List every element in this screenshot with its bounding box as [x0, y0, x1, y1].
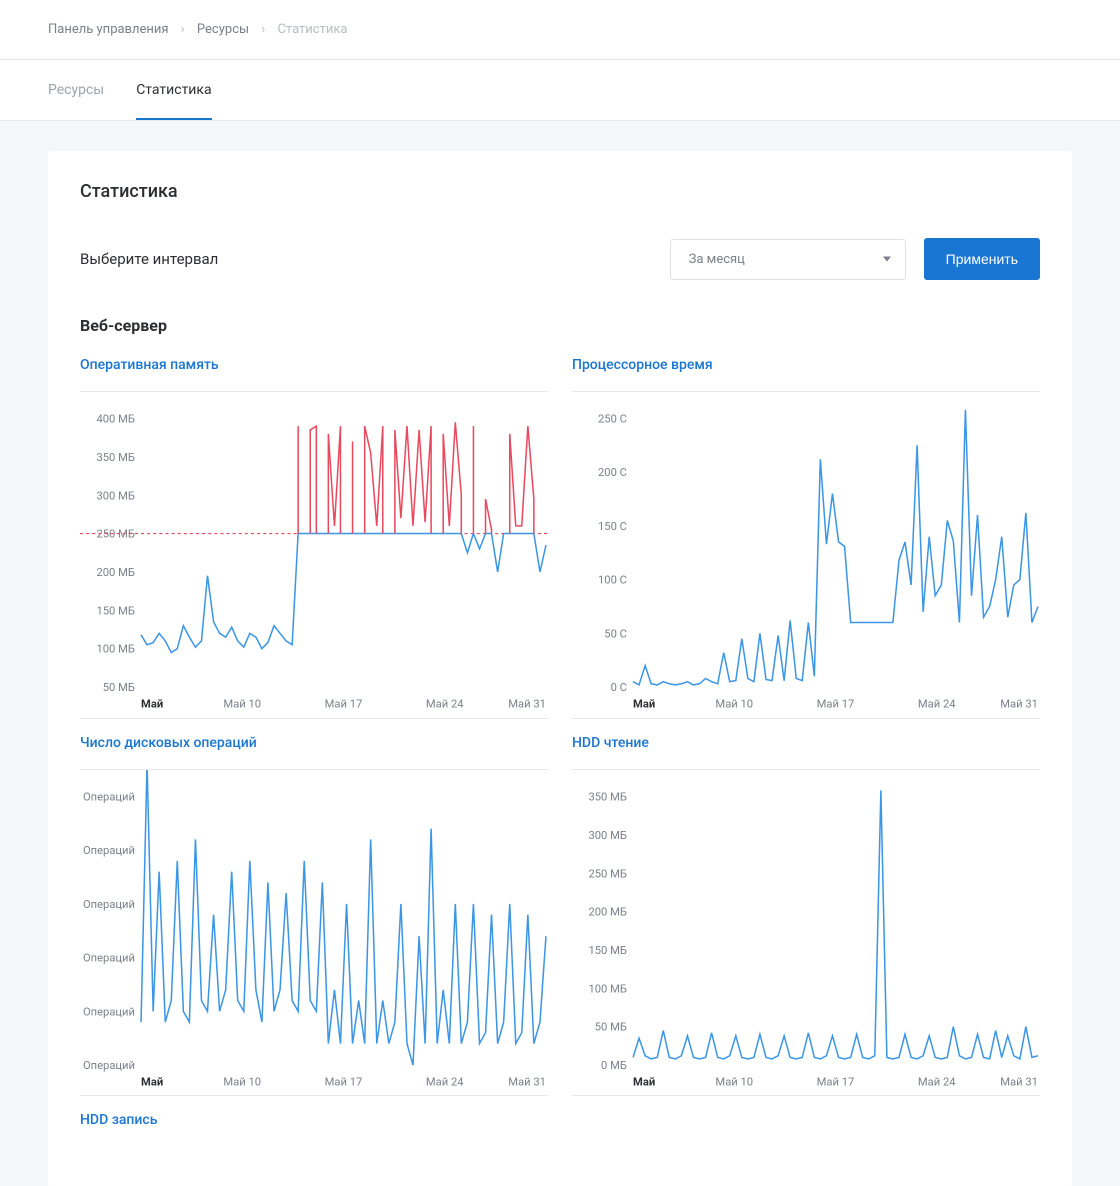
svg-text:Май 31: Май 31 — [508, 697, 546, 710]
svg-text:0 Операций: 0 Операций — [80, 1059, 135, 1072]
svg-text:Май 17: Май 17 — [817, 1075, 855, 1088]
tab-statistics[interactable]: Статистика — [136, 60, 211, 120]
svg-text:100 МБ: 100 МБ — [588, 982, 626, 995]
chart-hdd-read: 0 МБ 50 МБ 100 МБ 150 МБ 200 МБ 250 МБ 300 МБ 3… — [572, 769, 1040, 1097]
section-title-webserver: Веб-сервер — [80, 316, 1040, 335]
svg-text:Май 24: Май 24 — [918, 697, 956, 710]
chart-ram: 50 МБ 100 МБ 150 МБ 200 МБ 250 МБ 300 МБ 350 М… — [80, 391, 548, 719]
svg-text:250 С: 250 С — [598, 413, 627, 426]
svg-text:50 МБ: 50 МБ — [103, 681, 135, 694]
svg-text:Май 24: Май 24 — [918, 1075, 956, 1088]
svg-text:300 МБ: 300 МБ — [588, 828, 626, 841]
svg-text:5 Операций: 5 Операций — [80, 1005, 135, 1018]
svg-text:Май 10: Май 10 — [715, 697, 753, 710]
chart-title-cpu[interactable]: Процессорное время — [572, 357, 1040, 373]
chart-title-ram[interactable]: Оперативная память — [80, 357, 548, 373]
svg-text:Май 10: Май 10 — [715, 1075, 753, 1088]
svg-text:Май 31: Май 31 — [1000, 697, 1038, 710]
breadcrumb-item-resources[interactable]: Ресурсы — [197, 22, 249, 37]
interval-label: Выберите интервал — [80, 250, 218, 268]
chart-title-hdd-write[interactable]: HDD запись — [80, 1112, 548, 1128]
svg-text:300 МБ: 300 МБ — [96, 489, 134, 502]
svg-text:350 МБ: 350 МБ — [96, 451, 134, 464]
svg-text:150 С: 150 С — [598, 520, 627, 533]
breadcrumb-item-dashboard[interactable]: Панель управления — [48, 22, 169, 37]
tab-resources[interactable]: Ресурсы — [48, 60, 104, 120]
svg-text:Май 10: Май 10 — [223, 697, 261, 710]
chart-disk-ops: 0 Операций 5 Операций 10 Операций 15 Операц… — [80, 769, 548, 1097]
svg-text:20 Операций: 20 Операций — [80, 844, 135, 857]
svg-text:Май 17: Май 17 — [325, 1075, 363, 1088]
chart-title-hdd-read[interactable]: HDD чтение — [572, 735, 1040, 751]
chart-title-disk-ops[interactable]: Число дисковых операций — [80, 735, 548, 751]
svg-text:15 Операций: 15 Операций — [80, 898, 135, 911]
svg-text:150 МБ: 150 МБ — [96, 604, 134, 617]
svg-text:Май 17: Май 17 — [325, 697, 363, 710]
svg-text:Май 17: Май 17 — [817, 697, 855, 710]
svg-text:100 С: 100 С — [598, 574, 627, 587]
svg-text:0 С: 0 С — [611, 681, 627, 694]
svg-text:200 С: 200 С — [598, 466, 627, 479]
breadcrumb-sep: › — [181, 22, 185, 37]
svg-text:200 МБ: 200 МБ — [588, 905, 626, 918]
svg-text:0 МБ: 0 МБ — [601, 1059, 627, 1072]
svg-text:350 МБ: 350 МБ — [588, 790, 626, 803]
chart-cpu: 0 С 50 С 100 С 150 С 200 С 250 С Май Май 10 Май … — [572, 391, 1040, 719]
svg-text:Май 31: Май 31 — [1000, 1075, 1038, 1088]
svg-text:Май: Май — [141, 697, 163, 710]
svg-text:Май 24: Май 24 — [426, 1075, 464, 1088]
svg-text:400 МБ: 400 МБ — [96, 413, 134, 426]
breadcrumb-item-current: Статистика — [277, 22, 347, 37]
breadcrumb: Панель управления › Ресурсы › Статистика — [0, 0, 1120, 60]
svg-text:25 Операций: 25 Операций — [80, 790, 135, 803]
panel-title: Статистика — [80, 181, 1040, 202]
svg-text:150 МБ: 150 МБ — [588, 944, 626, 957]
interval-select-value: За месяц — [689, 252, 745, 267]
svg-text:50 МБ: 50 МБ — [595, 1020, 627, 1033]
svg-text:Май 31: Май 31 — [508, 1075, 546, 1088]
svg-text:Май 24: Май 24 — [426, 697, 464, 710]
chevron-down-icon — [883, 257, 891, 262]
tabs: Ресурсы Статистика — [0, 60, 1120, 121]
svg-text:Май: Май — [141, 1075, 163, 1088]
breadcrumb-sep: › — [261, 22, 265, 37]
svg-text:100 МБ: 100 МБ — [96, 643, 134, 656]
svg-text:Май 10: Май 10 — [223, 1075, 261, 1088]
svg-text:10 Операций: 10 Операций — [80, 951, 135, 964]
svg-text:250 МБ: 250 МБ — [588, 867, 626, 880]
statistics-panel: Статистика Выберите интервал За месяц Пр… — [48, 151, 1072, 1186]
svg-text:250 МБ: 250 МБ — [96, 528, 134, 541]
svg-text:Май: Май — [633, 1075, 655, 1088]
interval-select[interactable]: За месяц — [670, 239, 906, 280]
chart-grid: Оперативная память 50 МБ 100 МБ 150 МБ 200 … — [80, 357, 1040, 1146]
svg-text:Май: Май — [633, 697, 655, 710]
svg-text:50 С: 50 С — [604, 627, 627, 640]
apply-button[interactable]: Применить — [924, 238, 1040, 280]
svg-text:200 МБ: 200 МБ — [96, 566, 134, 579]
